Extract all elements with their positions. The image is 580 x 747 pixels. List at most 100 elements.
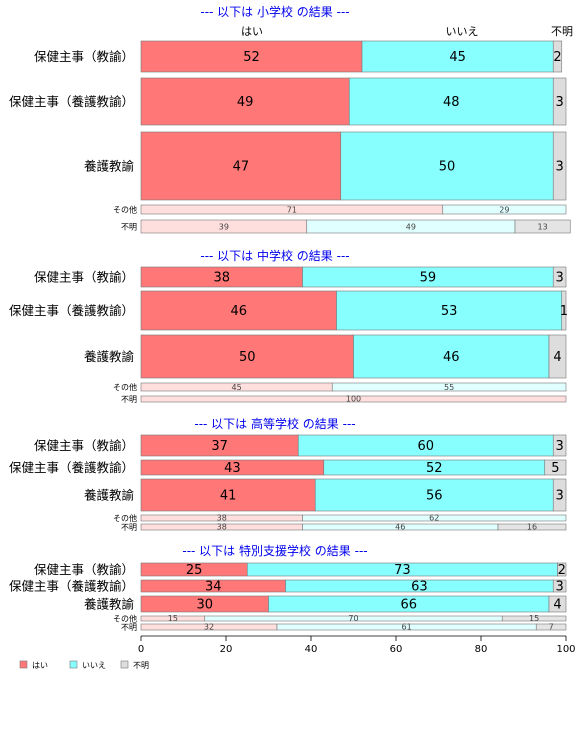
data-label: 45 — [449, 50, 466, 65]
row-label: その他 — [113, 513, 137, 523]
bar-segment-yes — [140, 40, 363, 73]
bar-segment-no — [302, 514, 567, 522]
bar-segment-no — [353, 334, 550, 379]
data-label: 3 — [555, 271, 563, 286]
data-label: 39 — [219, 222, 229, 231]
data-label: 46 — [443, 350, 460, 365]
data-label: 16 — [527, 523, 537, 532]
data-label: 56 — [426, 489, 443, 504]
data-label: 7 — [549, 623, 554, 632]
data-label: 60 — [417, 439, 434, 454]
row-label: 不明 — [121, 523, 137, 532]
data-label: 34 — [205, 580, 222, 595]
row-label: その他 — [113, 204, 137, 214]
row-label: 養護教諭 — [84, 597, 135, 612]
data-label: 37 — [211, 439, 228, 454]
legend-swatch-yes — [19, 660, 28, 669]
data-label: 52 — [243, 50, 260, 65]
data-label: 2 — [553, 50, 561, 65]
data-label: 71 — [287, 205, 297, 214]
row-label: 保健主事（養護教諭） — [9, 579, 134, 594]
legend-swatch-unknown — [120, 660, 129, 669]
legend-label-no: いいえ — [82, 661, 106, 670]
data-label: 3 — [555, 439, 563, 454]
data-label: 49 — [406, 222, 416, 231]
bar-segment-no — [340, 131, 554, 201]
data-label: 1 — [560, 304, 568, 319]
bar-segment-yes — [140, 131, 342, 201]
data-label: 15 — [168, 614, 178, 623]
row-label: 不明 — [121, 395, 137, 404]
bar-segment-yes — [140, 478, 316, 512]
bar-segment-unknown — [501, 615, 567, 622]
data-label: 38 — [217, 523, 227, 532]
data-label: 38 — [213, 271, 230, 286]
legend-swatch-no — [69, 660, 78, 669]
data-label: 45 — [232, 383, 242, 392]
data-label: 4 — [553, 350, 561, 365]
row-label: その他 — [113, 382, 137, 392]
row-label: 養護教諭 — [84, 349, 135, 364]
row-label: 保健主事（教諭） — [34, 49, 134, 64]
data-label: 25 — [186, 563, 203, 578]
row-label: 保健主事（養護教諭） — [9, 94, 134, 109]
bar-segment-unknown — [514, 219, 571, 234]
data-label: 32 — [204, 623, 214, 632]
data-label: 62 — [429, 514, 439, 523]
bar-segment-unknown — [552, 434, 567, 457]
x-tick-label: 20 — [220, 644, 233, 655]
legend-label-unknown: 不明 — [133, 661, 149, 670]
data-label: 41 — [220, 489, 237, 504]
data-label: 49 — [237, 95, 254, 110]
column-header-unknown: 不明 — [551, 25, 573, 38]
bar-segment-no — [336, 290, 563, 331]
bar-segment-unknown — [544, 459, 567, 476]
data-label: 46 — [230, 304, 247, 319]
bar-segment-unknown — [552, 579, 567, 593]
data-label: 59 — [420, 271, 437, 286]
bar-segment-unknown — [557, 562, 567, 577]
row-label: 養護教諭 — [84, 488, 135, 503]
data-label: 100 — [346, 395, 361, 404]
x-tick-label: 100 — [556, 644, 575, 655]
x-tick-label: 40 — [305, 644, 318, 655]
data-label: 52 — [426, 461, 443, 476]
data-label: 29 — [499, 205, 509, 214]
bar-segment-unknown — [497, 523, 567, 531]
row-label: 保健主事（教諭） — [34, 438, 134, 453]
data-label: 4 — [553, 598, 561, 613]
bar-segment-unknown — [552, 40, 563, 73]
row-label: 不明 — [121, 222, 137, 231]
data-label: 3 — [555, 95, 563, 110]
bar-segment-unknown — [561, 290, 567, 331]
bar-segment-yes — [140, 334, 354, 379]
bar-segment-yes — [140, 290, 337, 331]
bar-segment-no — [314, 478, 554, 512]
bar-segment-no — [348, 77, 554, 126]
data-label: 55 — [444, 383, 454, 392]
data-label: 66 — [400, 598, 417, 613]
row-label: 保健主事（教諭） — [34, 270, 134, 285]
data-label: 46 — [395, 523, 405, 532]
data-label: 15 — [529, 614, 539, 623]
section-title: --- 以下は 小学校 の結果 --- — [200, 4, 349, 19]
bar-segment-unknown — [552, 131, 567, 201]
data-label: 48 — [443, 95, 460, 110]
data-label: 3 — [555, 160, 563, 175]
data-label: 30 — [196, 598, 213, 613]
row-label: 不明 — [121, 623, 137, 632]
row-label: その他 — [113, 613, 137, 623]
data-label: 63 — [411, 580, 428, 595]
bar-segment-unknown — [548, 595, 567, 613]
data-label: 53 — [441, 304, 458, 319]
bar-segment-unknown — [535, 623, 567, 631]
bar-segment-no — [442, 204, 567, 215]
bar-segment-no — [361, 40, 554, 73]
data-label: 13 — [538, 222, 548, 231]
data-label: 47 — [233, 160, 250, 175]
row-label: 保健主事（教諭） — [34, 562, 134, 577]
data-label: 5 — [551, 461, 559, 476]
section-title: --- 以下は 高等学校 の結果 --- — [194, 416, 355, 431]
row-label: 保健主事（養護教諭） — [9, 460, 134, 475]
